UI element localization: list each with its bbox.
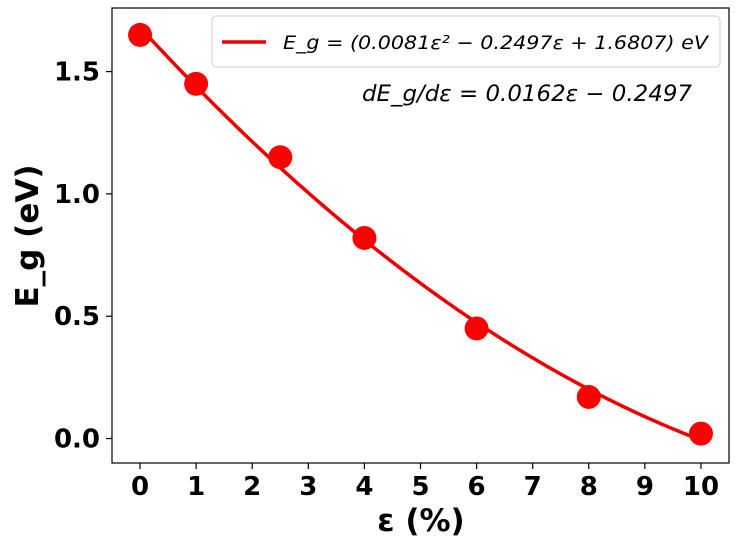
- x-tick-label: 9: [636, 472, 654, 502]
- x-tick-label: 7: [524, 472, 542, 502]
- data-point: [464, 316, 489, 341]
- data-point: [352, 225, 377, 250]
- x-tick-label: 4: [355, 472, 373, 502]
- legend: E_g = (0.0081ε² − 0.2497ε + 1.6807) eV: [211, 15, 721, 68]
- x-tick-label: 5: [411, 472, 429, 502]
- y-tick-label: 0.5: [54, 302, 100, 332]
- data-point: [184, 71, 209, 96]
- fit-curve-line: [138, 26, 702, 442]
- x-tick-label: 6: [468, 472, 486, 502]
- x-axis-label: ε (%): [377, 503, 464, 539]
- data-points: [128, 22, 713, 446]
- y-tick-label: 0.0: [54, 425, 100, 455]
- x-tick-label: 3: [299, 472, 317, 502]
- y-axis-label: E_g (eV): [10, 164, 46, 307]
- y-axis-ticks: 0.0 0.5 1.0 1.5: [54, 58, 112, 455]
- x-tick-label: 1: [187, 472, 205, 502]
- x-tick-label: 0: [131, 472, 149, 502]
- data-point: [688, 421, 713, 446]
- x-tick-label: 2: [243, 472, 261, 502]
- legend-label: E_g = (0.0081ε² − 0.2497ε + 1.6807) eV: [283, 32, 710, 54]
- y-tick-label: 1.5: [54, 58, 100, 88]
- data-point: [576, 384, 601, 409]
- x-axis-ticks: 0 1 2 3 4 5 6 7 8 9 10: [131, 463, 719, 502]
- data-point: [268, 145, 293, 170]
- x-tick-label: 8: [580, 472, 598, 502]
- x-tick-label: 10: [683, 472, 719, 502]
- plot-area: [111, 7, 730, 464]
- legend-box: [211, 15, 721, 68]
- derivative-annotation: dE_g/dε = 0.0162ε − 0.2497: [362, 82, 692, 107]
- data-point: [128, 22, 153, 47]
- y-tick-label: 1.0: [54, 180, 100, 210]
